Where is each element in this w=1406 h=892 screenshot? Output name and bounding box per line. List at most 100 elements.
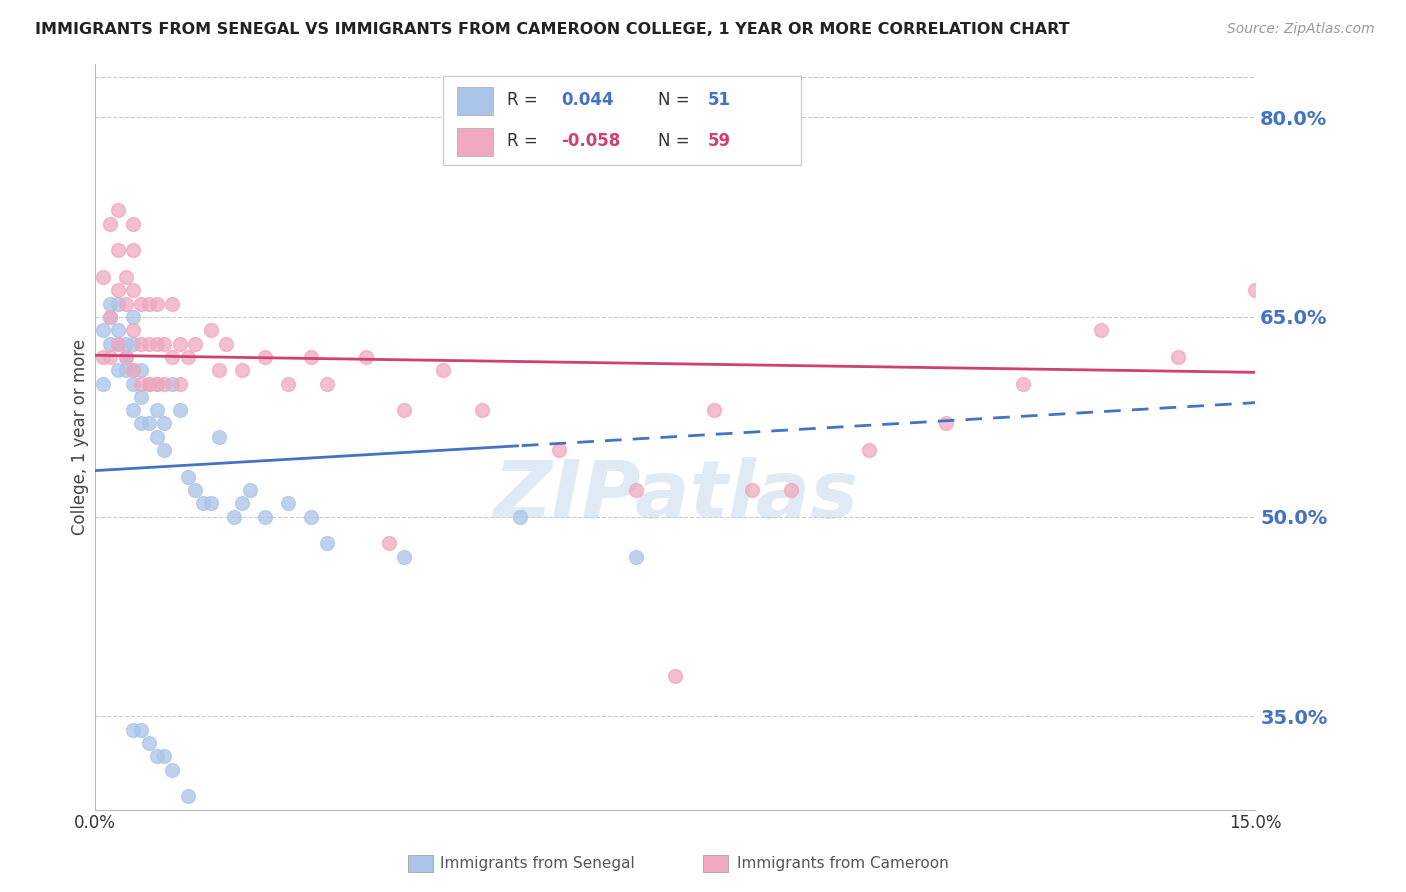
Point [122, 310, 145, 324]
Point [138, 296, 160, 310]
Point [91, 350, 114, 364]
Point [138, 336, 160, 351]
Point [145, 296, 167, 310]
Point [200, 496, 222, 510]
Point [626, 483, 648, 497]
Point [122, 363, 145, 377]
Point [114, 363, 136, 377]
Point [114, 336, 136, 351]
Text: ZIPatlas: ZIPatlas [492, 458, 858, 535]
Point [780, 483, 803, 497]
Point [160, 350, 183, 364]
Point [169, 376, 191, 391]
Point [122, 217, 145, 231]
Text: IMMIGRANTS FROM SENEGAL VS IMMIGRANTS FROM CAMEROON COLLEGE, 1 YEAR OR MORE CORR: IMMIGRANTS FROM SENEGAL VS IMMIGRANTS FR… [35, 22, 1070, 37]
Text: R =: R = [508, 132, 538, 150]
Point [703, 403, 725, 417]
Point [98, 296, 121, 310]
Point [145, 749, 167, 764]
Point [160, 296, 183, 310]
Point [207, 363, 229, 377]
Text: Source: ZipAtlas.com: Source: ZipAtlas.com [1227, 22, 1375, 37]
Point [114, 270, 136, 285]
Text: Immigrants from Cameroon: Immigrants from Cameroon [737, 856, 949, 871]
Point [129, 417, 152, 431]
Point [91, 270, 114, 285]
Point [122, 363, 145, 377]
Point [153, 749, 176, 764]
Point [354, 350, 377, 364]
Point [741, 483, 763, 497]
Point [107, 284, 129, 298]
Point [191, 496, 214, 510]
Point [122, 323, 145, 337]
Point [301, 509, 323, 524]
Point [316, 536, 339, 550]
Point [107, 363, 129, 377]
Point [114, 350, 136, 364]
Point [107, 323, 129, 337]
FancyBboxPatch shape [443, 76, 801, 165]
Point [160, 376, 183, 391]
Point [145, 403, 167, 417]
Point [153, 336, 176, 351]
Point [129, 390, 152, 404]
Point [138, 736, 160, 750]
Text: Immigrants from Senegal: Immigrants from Senegal [440, 856, 636, 871]
Point [145, 376, 167, 391]
Point [129, 336, 152, 351]
Point [277, 496, 299, 510]
Bar [457, 87, 494, 115]
Point [98, 310, 121, 324]
Point [1090, 323, 1112, 337]
Point [626, 549, 648, 564]
Point [129, 296, 152, 310]
Point [471, 403, 494, 417]
Point [1012, 376, 1035, 391]
Point [1167, 350, 1189, 364]
Point [145, 336, 167, 351]
Point [200, 323, 222, 337]
Point [432, 363, 454, 377]
Point [91, 376, 114, 391]
Point [98, 350, 121, 364]
Point [253, 350, 276, 364]
Text: R =: R = [508, 91, 538, 109]
Point [122, 723, 145, 737]
Point [98, 310, 121, 324]
Point [107, 336, 129, 351]
Point [138, 376, 160, 391]
Point [222, 509, 245, 524]
Point [394, 403, 416, 417]
Point [231, 363, 253, 377]
Text: 0.044: 0.044 [561, 91, 614, 109]
Point [122, 403, 145, 417]
Point [207, 430, 229, 444]
Point [98, 217, 121, 231]
Point [107, 244, 129, 258]
Point [176, 469, 198, 483]
Point [184, 336, 207, 351]
Point [253, 509, 276, 524]
Point [664, 669, 686, 683]
Point [145, 430, 167, 444]
Point [98, 336, 121, 351]
Point [1244, 284, 1267, 298]
Point [91, 323, 114, 337]
Point [107, 296, 129, 310]
Point [129, 376, 152, 391]
Point [122, 284, 145, 298]
Point [215, 336, 238, 351]
Point [231, 496, 253, 510]
Point [176, 789, 198, 804]
Point [935, 417, 957, 431]
Point [153, 443, 176, 458]
Point [122, 336, 145, 351]
Point [129, 363, 152, 377]
Bar [457, 128, 494, 156]
Point [277, 376, 299, 391]
Point [316, 376, 339, 391]
Point [509, 509, 531, 524]
Point [114, 296, 136, 310]
Point [176, 350, 198, 364]
